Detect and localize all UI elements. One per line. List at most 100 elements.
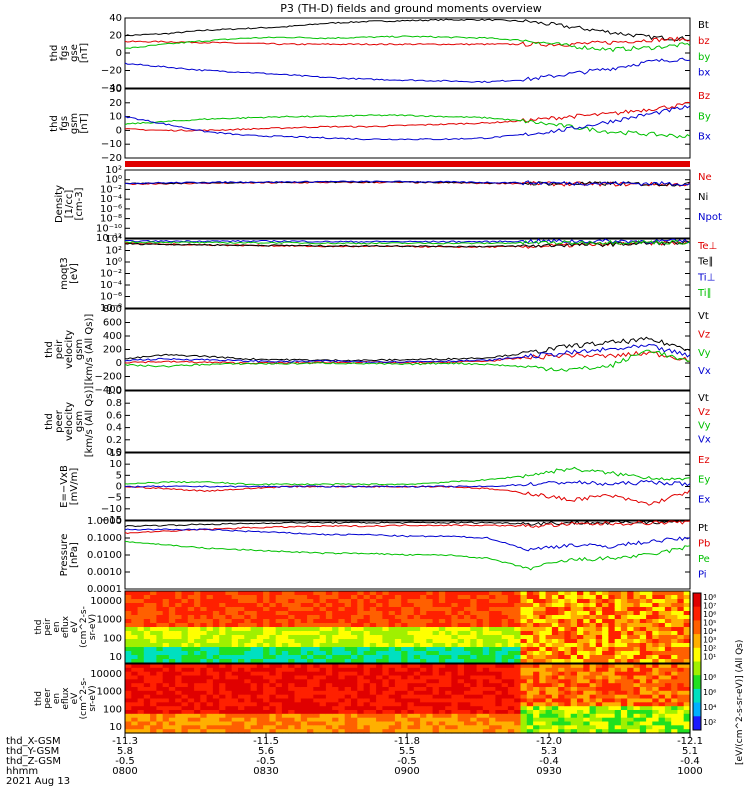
spectrogram-cell bbox=[426, 690, 434, 696]
spectrogram-cell bbox=[633, 702, 641, 707]
spectrogram-cell bbox=[420, 706, 427, 711]
spectrogram-cell bbox=[407, 664, 415, 669]
spectrogram-cell bbox=[639, 721, 647, 726]
spectrogram-cell bbox=[476, 683, 484, 688]
spectrogram-cell bbox=[614, 631, 622, 636]
spectrogram-cell bbox=[357, 643, 365, 648]
spectrogram-cell bbox=[426, 687, 434, 692]
spectrogram-cell bbox=[137, 667, 145, 673]
spectrogram-cell bbox=[168, 690, 176, 696]
spectrogram-cell bbox=[313, 655, 321, 660]
spectrogram-cell bbox=[294, 687, 302, 692]
spectrogram-cell bbox=[338, 603, 346, 608]
spectrogram-cell bbox=[357, 694, 365, 700]
spectrogram-cell bbox=[683, 694, 691, 700]
spectrogram-cell bbox=[175, 687, 183, 692]
spectrogram-cell bbox=[658, 671, 666, 677]
spectrogram-cell bbox=[451, 667, 459, 673]
spectrogram-cell bbox=[269, 675, 277, 680]
spectrogram-cell bbox=[263, 623, 270, 628]
spectrogram-cell bbox=[432, 729, 440, 734]
spectrogram-cell bbox=[200, 698, 208, 703]
spectrogram-cell bbox=[470, 729, 478, 734]
spectrogram-cell bbox=[413, 647, 421, 652]
spectrogram-cell bbox=[583, 655, 591, 660]
y-axis-label: gse bbox=[69, 44, 80, 62]
spectrogram-cell bbox=[683, 721, 691, 726]
spectrogram-cell bbox=[445, 591, 453, 596]
spectrogram-cell bbox=[288, 683, 296, 688]
spectrogram-cell bbox=[219, 671, 227, 677]
spectrogram-cell bbox=[168, 671, 176, 677]
spectrogram-cell bbox=[307, 655, 314, 660]
spectrogram-cell bbox=[526, 729, 534, 734]
spectrogram-cell bbox=[351, 615, 358, 620]
spectrogram-cell bbox=[332, 647, 340, 652]
spectrogram-cell bbox=[639, 675, 647, 680]
legend-entry: Pt bbox=[698, 523, 708, 534]
spectrogram-cell bbox=[451, 599, 459, 604]
spectrogram-cell bbox=[620, 647, 628, 652]
spectrogram-cell bbox=[627, 694, 635, 700]
spectrogram-cell bbox=[357, 639, 365, 644]
spectrogram-cell bbox=[363, 639, 371, 644]
spectrogram-cell bbox=[646, 631, 653, 636]
spectrogram-cell bbox=[219, 706, 227, 711]
spectrogram-cell bbox=[407, 603, 415, 608]
spectrogram-cell bbox=[131, 619, 139, 624]
spectrogram-cell bbox=[382, 713, 390, 719]
spectrogram-cell bbox=[344, 683, 352, 688]
spectrogram-cell bbox=[325, 671, 333, 677]
spectrogram-cell bbox=[394, 687, 402, 692]
spectrogram-cell bbox=[150, 667, 157, 673]
spectrogram-cell bbox=[551, 679, 559, 684]
spectrogram-cell bbox=[564, 655, 572, 660]
spectrogram-cell bbox=[595, 671, 603, 677]
spectrogram-cell bbox=[363, 599, 371, 604]
spectrogram-cell bbox=[495, 702, 503, 707]
spectrogram-cell bbox=[589, 607, 597, 612]
spectrogram-cell bbox=[633, 591, 641, 596]
spectrogram-cell bbox=[376, 729, 383, 734]
spectrogram-cell bbox=[194, 690, 201, 696]
spectrogram-cell bbox=[200, 623, 208, 628]
spectrogram-cell bbox=[125, 603, 132, 608]
spectrogram-cell bbox=[482, 683, 490, 688]
spectrogram-cell bbox=[407, 607, 415, 612]
spectrogram-cell bbox=[420, 667, 427, 673]
spectrogram-cell bbox=[420, 664, 427, 669]
spectrogram-cell bbox=[332, 615, 340, 620]
spectrogram-cell bbox=[533, 664, 540, 669]
spectrogram-cell bbox=[520, 639, 528, 644]
spectrogram-cell bbox=[432, 647, 440, 652]
spectrogram-cell bbox=[382, 675, 390, 680]
spectrogram-cell bbox=[501, 713, 509, 719]
spectrogram-cell bbox=[250, 721, 258, 726]
spectrogram-cell bbox=[275, 671, 283, 677]
spectrogram-cell bbox=[162, 717, 170, 723]
spectrogram-cell bbox=[564, 687, 572, 692]
spectrogram-cell bbox=[288, 595, 296, 600]
spectrogram-cell bbox=[162, 611, 170, 616]
spectrogram-cell bbox=[369, 635, 377, 640]
spectrogram-cell bbox=[351, 683, 358, 688]
spectrogram-cell bbox=[413, 690, 421, 696]
spectrogram-cell bbox=[526, 698, 534, 703]
footer-value: 5.5 bbox=[399, 746, 415, 757]
spectrogram-cell bbox=[551, 664, 559, 669]
spectrogram-cell bbox=[501, 599, 509, 604]
spectrogram-cell bbox=[363, 679, 371, 684]
spectrogram-cell bbox=[507, 591, 515, 596]
spectrogram-cell bbox=[137, 675, 145, 680]
spectrogram-cell bbox=[225, 698, 233, 703]
spectrogram-cell bbox=[608, 595, 616, 600]
spectrogram-cell bbox=[325, 706, 333, 711]
spectrogram-cell bbox=[639, 591, 647, 596]
spectrogram-cell bbox=[325, 729, 333, 734]
spectrogram-cell bbox=[338, 623, 346, 628]
spectrogram-cell bbox=[627, 710, 635, 715]
spectrogram-cell bbox=[413, 706, 421, 711]
spectrogram-cell bbox=[250, 683, 258, 688]
spectrogram-cell bbox=[369, 659, 377, 664]
